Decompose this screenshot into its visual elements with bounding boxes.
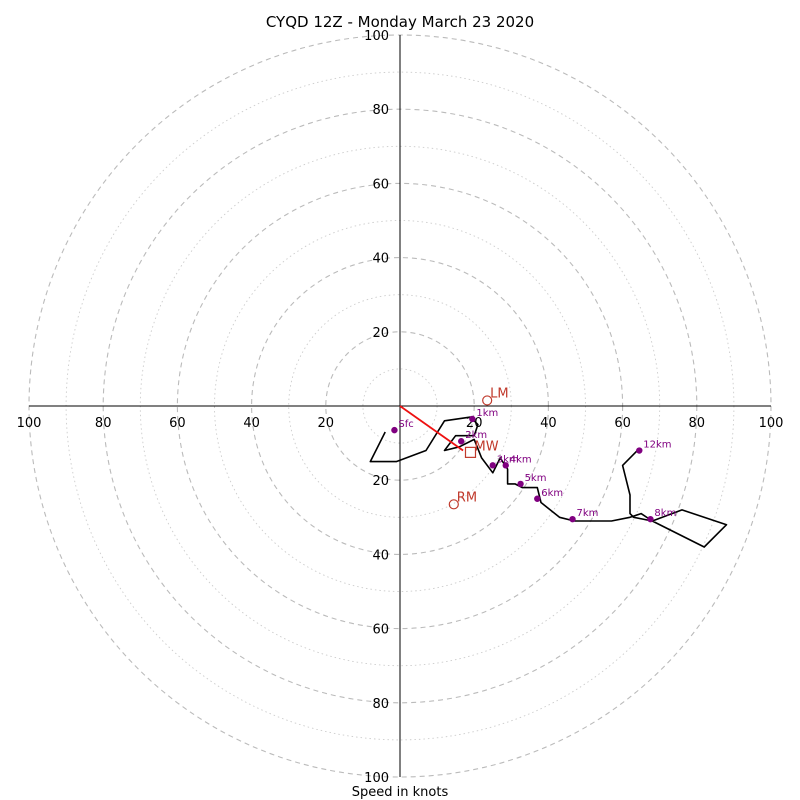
storm-motion-marker xyxy=(482,395,493,406)
chart-title: CYQD 12Z - Monday March 23 2020 xyxy=(266,13,534,31)
x-tick-label: 80 xyxy=(689,416,706,431)
y-tick-label: 80 xyxy=(372,103,389,118)
height-point xyxy=(534,495,541,502)
y-tick-label: 80 xyxy=(372,697,389,712)
storm-motion-marker xyxy=(464,446,477,458)
storm-motion-label: RM xyxy=(457,490,477,505)
height-point-label: 8km xyxy=(654,508,676,519)
height-point-label: 5km xyxy=(525,473,547,484)
x-tick-label: 40 xyxy=(243,416,260,431)
height-point xyxy=(502,462,509,469)
x-tick-label: 60 xyxy=(614,416,631,431)
hodograph-trace xyxy=(369,416,728,548)
storm-motion-label: MW xyxy=(474,439,498,454)
storm-motion-marker xyxy=(448,499,459,510)
shear-vector xyxy=(399,405,464,452)
height-point-label: 6km xyxy=(541,488,563,499)
height-point-label: 2km xyxy=(465,430,487,441)
height-point-label: 1km xyxy=(476,408,498,419)
height-point xyxy=(636,447,643,454)
x-axis-label: Speed in knots xyxy=(352,785,449,800)
height-point xyxy=(469,415,476,423)
x-tick-label: 100 xyxy=(17,416,42,431)
shear-vector-line xyxy=(399,405,464,452)
y-tick-label: 20 xyxy=(372,326,389,341)
hodograph-line xyxy=(369,416,728,548)
height-point xyxy=(647,515,654,523)
y-tick-label: 100 xyxy=(364,29,389,44)
x-tick-label: 40 xyxy=(540,416,557,431)
height-point-label: 7km xyxy=(577,508,599,519)
y-tick-label: 40 xyxy=(372,548,389,563)
x-tick-label: 80 xyxy=(95,416,112,431)
height-point-label: Sfc xyxy=(398,419,413,430)
height-point xyxy=(517,480,524,488)
y-tick-label: 60 xyxy=(372,177,389,192)
height-point xyxy=(489,462,496,469)
height-point-label: 3km xyxy=(497,454,519,465)
height-point xyxy=(569,515,576,523)
y-tick-labels: 100 80 60 40 20 20 40 60 80 100 xyxy=(364,29,389,786)
height-point-label: 12km xyxy=(643,440,671,451)
y-tick-label: 40 xyxy=(372,252,389,267)
height-point-label: 4km xyxy=(510,454,532,465)
storm-motions: LM RM MW xyxy=(448,386,509,510)
height-point xyxy=(458,438,465,445)
storm-motion-label: LM xyxy=(490,386,508,401)
x-tick-label: 20 xyxy=(318,416,335,431)
x-tick-labels: 100 80 60 40 20 20 40 60 80 100 xyxy=(17,416,784,431)
y-tick-label: 100 xyxy=(364,771,389,786)
x-tick-label: 60 xyxy=(169,416,186,431)
y-tick-label: 20 xyxy=(372,474,389,489)
height-point xyxy=(391,426,398,434)
y-tick-label: 60 xyxy=(372,623,389,638)
x-tick-label: 100 xyxy=(759,416,784,431)
